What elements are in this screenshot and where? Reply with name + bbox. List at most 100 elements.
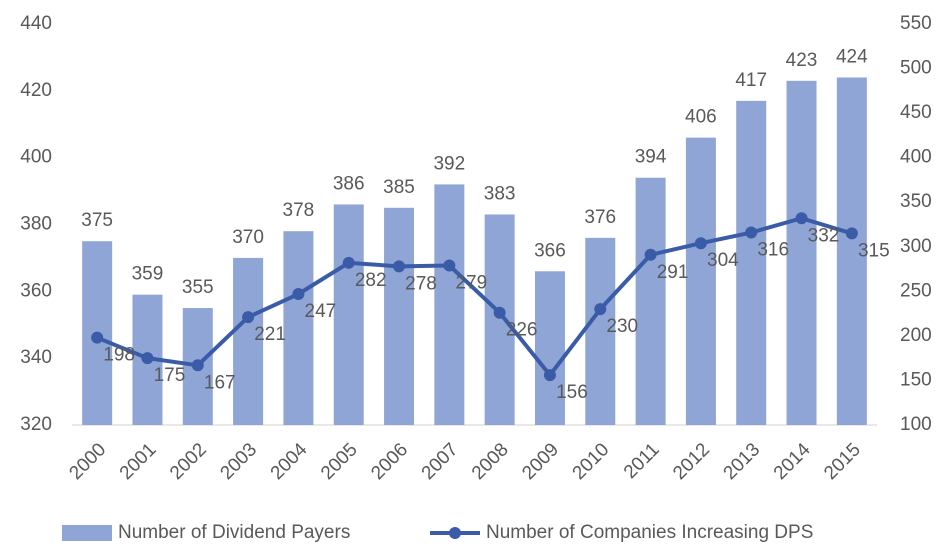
line-value-label: 315 <box>858 240 890 261</box>
x-tick-label: 2000 <box>65 439 110 484</box>
bar-value-label: 406 <box>685 107 717 128</box>
line-marker <box>292 288 305 301</box>
y2-tick-label: 150 <box>900 369 932 390</box>
line-marker <box>745 226 758 239</box>
line-marker <box>443 259 456 272</box>
line-marker <box>644 248 657 261</box>
y-tick-label: 320 <box>20 414 52 435</box>
x-tick-label: 2002 <box>166 439 211 484</box>
bar <box>283 231 314 425</box>
line-value-label: 304 <box>707 250 739 271</box>
x-tick-label: 2004 <box>267 439 312 484</box>
line-marker <box>493 306 506 319</box>
y-tick-label: 380 <box>20 214 52 235</box>
x-tick-label: 2013 <box>720 439 765 484</box>
y2-tick-label: 300 <box>900 236 932 257</box>
bar <box>786 80 817 425</box>
y-tick-label: 420 <box>20 80 52 101</box>
y2-tick-label: 450 <box>900 102 932 123</box>
x-tick-label: 2003 <box>216 439 261 484</box>
bar <box>836 77 867 425</box>
legend-label: Number of Dividend Payers <box>118 522 350 543</box>
x-tick-label: 2011 <box>620 439 664 483</box>
bar-value-label: 359 <box>132 264 164 285</box>
line-marker <box>845 227 858 240</box>
line-marker <box>795 212 808 225</box>
bar-value-label: 385 <box>383 177 415 198</box>
bar-value-label: 366 <box>534 240 566 261</box>
y2-tick-label: 500 <box>900 58 932 79</box>
line-value-label: 167 <box>204 372 236 393</box>
bar <box>333 204 364 425</box>
x-tick-label: 2012 <box>669 439 714 484</box>
y2-tick-label: 550 <box>900 13 932 34</box>
bar-value-label: 386 <box>333 173 365 194</box>
y2-tick-label: 200 <box>900 325 932 346</box>
y2-tick-label: 400 <box>900 147 932 168</box>
line-marker <box>543 369 556 382</box>
y-tick-label: 340 <box>20 347 52 368</box>
bar <box>585 237 616 425</box>
line-marker <box>91 331 104 344</box>
y-tick-label: 360 <box>20 280 52 301</box>
y2-tick-label: 350 <box>900 191 932 212</box>
bar-value-label: 355 <box>182 277 214 298</box>
y-tick-label: 400 <box>20 147 52 168</box>
line-value-label: 279 <box>455 273 487 294</box>
bar <box>434 184 465 425</box>
bar <box>635 177 666 425</box>
line-value-label: 332 <box>808 225 840 246</box>
line-value-label: 175 <box>154 365 186 386</box>
x-tick-label: 2010 <box>569 439 614 484</box>
legend-swatch <box>62 525 112 541</box>
bar-value-label: 423 <box>786 50 818 71</box>
line-marker <box>141 352 154 365</box>
bar <box>384 207 415 425</box>
line-marker <box>594 303 607 316</box>
line-value-label: 316 <box>757 240 789 261</box>
line-value-label: 247 <box>305 301 337 322</box>
bar-value-label: 394 <box>635 147 667 168</box>
x-tick-label: 2015 <box>820 439 865 484</box>
x-tick-label: 2005 <box>317 439 362 484</box>
x-tick-label: 2006 <box>367 439 412 484</box>
bar <box>534 271 565 425</box>
y2-tick-label: 100 <box>900 414 932 435</box>
bar-value-label: 375 <box>81 210 113 231</box>
x-tick-label: 2009 <box>518 439 563 484</box>
line-value-label: 230 <box>606 316 638 337</box>
line-value-label: 198 <box>103 345 135 366</box>
bar-value-label: 417 <box>735 70 767 91</box>
bar-value-label: 424 <box>836 46 868 67</box>
bar <box>233 257 264 425</box>
line-value-label: 278 <box>405 273 437 294</box>
line-marker <box>191 359 204 372</box>
line-value-label: 282 <box>355 270 387 291</box>
legend-label: Number of Companies Increasing DPS <box>486 522 813 543</box>
line-value-label: 221 <box>254 324 286 345</box>
bar-value-label: 383 <box>484 183 516 204</box>
line-marker <box>342 256 355 269</box>
bar-value-label: 376 <box>584 207 616 228</box>
x-tick-label: 2014 <box>770 439 815 484</box>
line <box>96 216 853 378</box>
line-marker <box>242 311 255 324</box>
bar-value-label: 378 <box>283 200 315 221</box>
line-value-label: 291 <box>657 262 689 283</box>
line-value-label: 156 <box>556 382 588 403</box>
bar <box>736 100 767 425</box>
bar <box>685 137 716 425</box>
legend-swatch-marker <box>449 527 461 539</box>
line-value-label: 226 <box>506 320 538 341</box>
bar-value-label: 370 <box>232 227 264 248</box>
x-tick-label: 2008 <box>468 439 513 484</box>
y2-tick-label: 250 <box>900 280 932 301</box>
bar <box>484 214 515 425</box>
line-marker <box>393 260 406 273</box>
bar-value-label: 392 <box>433 153 465 174</box>
x-tick-label: 2007 <box>418 439 463 484</box>
x-tick-label: 2001 <box>116 439 161 484</box>
line-marker <box>694 237 707 250</box>
y-tick-label: 440 <box>20 13 52 34</box>
